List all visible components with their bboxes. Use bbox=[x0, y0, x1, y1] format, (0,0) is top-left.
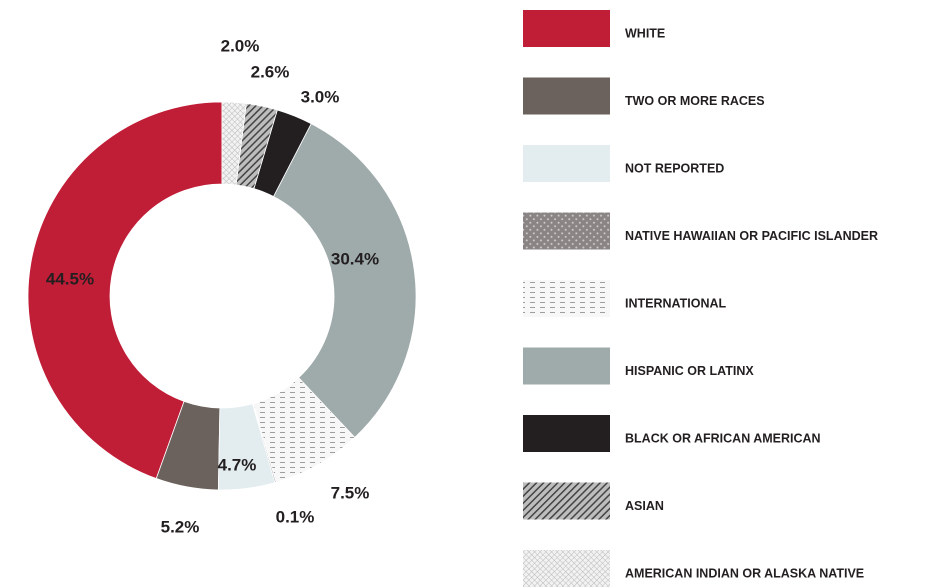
value-label: 3.0% bbox=[301, 87, 340, 106]
value-label: 30.4% bbox=[331, 249, 379, 268]
legend-label: WHITE bbox=[625, 26, 665, 40]
value-label: 44.5% bbox=[46, 269, 94, 288]
legend-label: HISPANIC OR LATINX bbox=[625, 364, 754, 378]
value-label: 0.1% bbox=[276, 507, 315, 526]
legend-label: AMERICAN INDIAN OR ALASKA NATIVE bbox=[625, 566, 864, 580]
legend-swatch bbox=[523, 550, 610, 587]
legend-swatch bbox=[523, 212, 610, 250]
legend-label: INTERNATIONAL bbox=[625, 296, 727, 310]
legend-swatch bbox=[523, 415, 610, 452]
value-label: 2.0% bbox=[221, 36, 260, 55]
legend-swatch bbox=[523, 280, 610, 317]
legend-swatch bbox=[523, 347, 610, 385]
value-label: 7.5% bbox=[331, 483, 370, 502]
value-label: 2.6% bbox=[251, 62, 290, 81]
legend-swatch bbox=[523, 145, 610, 182]
value-label: 4.7% bbox=[218, 455, 257, 474]
donut-segment bbox=[221, 101, 247, 186]
legend-swatch bbox=[523, 77, 610, 115]
legend-label: BLACK OR AFRICAN AMERICAN bbox=[625, 431, 821, 445]
donut-segment bbox=[27, 101, 223, 480]
legend-label: ASIAN bbox=[625, 499, 664, 513]
legend-swatch bbox=[523, 482, 610, 520]
legend-label: NATIVE HAWAIIAN OR PACIFIC ISLANDER bbox=[625, 229, 878, 243]
value-label: 5.2% bbox=[161, 517, 200, 536]
donut-segment bbox=[272, 123, 417, 438]
legend-swatch bbox=[523, 10, 610, 47]
legend-label: NOT REPORTED bbox=[625, 161, 724, 175]
legend-label: TWO OR MORE RACES bbox=[625, 94, 765, 108]
